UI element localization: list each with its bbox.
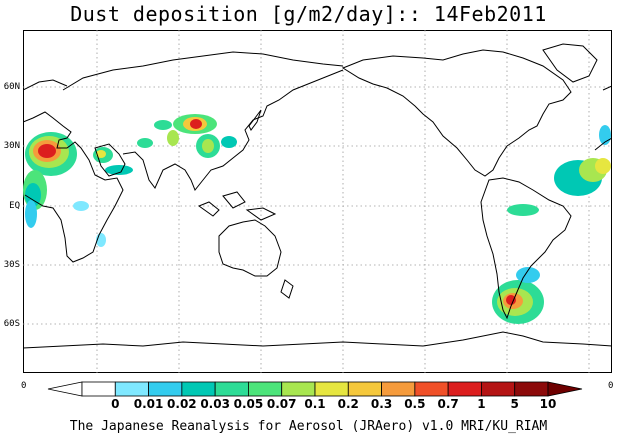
colorbar-cell: [514, 381, 549, 397]
lat-label-30n: 30N: [3, 141, 20, 151]
colorbar-tick-label: 0.2: [337, 397, 359, 411]
colorbar-cell: [248, 381, 283, 397]
corner-label-left: 0: [21, 381, 27, 391]
colorbar-cell: [214, 381, 249, 397]
colorbar-cell: [81, 381, 116, 397]
colorbar-cell: [447, 381, 482, 397]
colorbar-cell: [347, 381, 382, 397]
colorbar-tick-label: 0.01: [133, 397, 164, 411]
colorbar-arrow-high: [547, 381, 583, 397]
colorbar-cells: [47, 381, 583, 397]
colorbar: [47, 381, 583, 397]
colorbar-cell: [114, 381, 149, 397]
colorbar-tick-label: 0.3: [370, 397, 393, 411]
colorbar-tick-label: 0.7: [437, 397, 459, 411]
colorbar-tick-label: 0.5: [404, 397, 426, 411]
colorbar-cell: [314, 381, 349, 397]
lat-label-eq: EQ: [9, 201, 20, 211]
colorbar-cell: [381, 381, 416, 397]
colorbar-tick-label: 0.07: [266, 397, 297, 411]
colorbar-cell: [148, 381, 183, 397]
colorbar-cell: [481, 381, 516, 397]
colorbar-cell: [181, 381, 216, 397]
colorbar-tick-label: 0.05: [233, 397, 264, 411]
colorbar-tick-label: 5: [510, 397, 519, 411]
world-map: [23, 30, 612, 373]
colorbar-arrow-low: [47, 381, 83, 397]
corner-label-right: 0: [608, 381, 614, 391]
colorbar-tick-label: 0.03: [200, 397, 230, 411]
colorbar-tick-label: 1: [477, 397, 486, 411]
lat-label-30s: 30S: [3, 260, 20, 270]
colorbar-tick-label: 0: [111, 397, 120, 411]
colorbar-tick-label: 0.1: [304, 397, 326, 411]
footer-credit: The Japanese Reanalysis for Aerosol (JRA…: [69, 419, 548, 434]
colorbar-cell: [281, 381, 316, 397]
lat-label-60s: 60S: [3, 319, 20, 329]
lat-label-60n: 60N: [3, 82, 20, 92]
coastlines: [23, 43, 612, 349]
colorbar-tick-label: 0.02: [167, 397, 197, 411]
colorbar-tick-label: 10: [539, 397, 557, 411]
map-title: Dust deposition [g/m2/day]:: 14Feb2011: [70, 2, 547, 26]
colorbar-cell: [414, 381, 449, 397]
